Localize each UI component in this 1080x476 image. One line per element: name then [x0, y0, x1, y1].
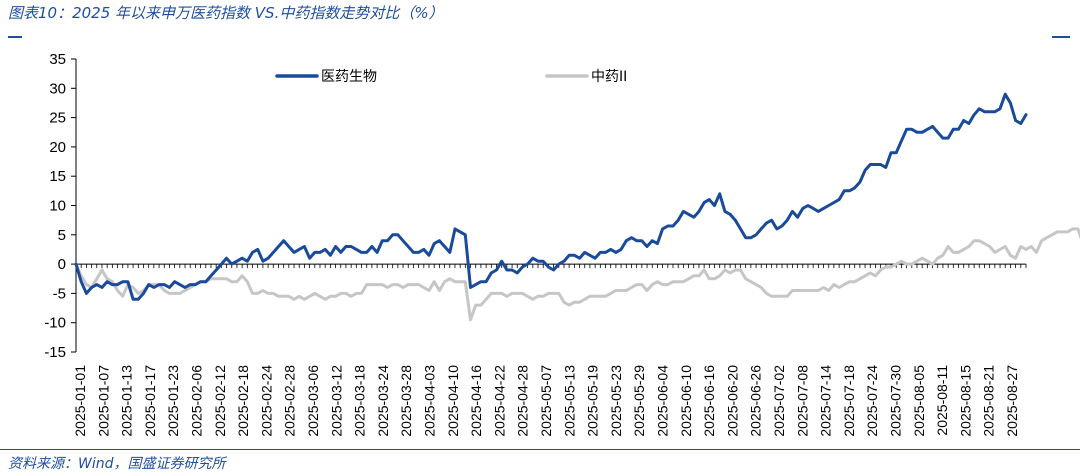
x-tick-label: 2025-06-10 — [678, 365, 694, 437]
x-tick-label: 2025-08-05 — [911, 365, 927, 437]
title-rule-right — [1052, 36, 1070, 38]
x-tick-label: 2025-04-16 — [468, 365, 484, 437]
chart-title: 图表10：2025 年以来申万医药指数 VS.中药指数走势对比（%） — [8, 4, 444, 22]
x-tick-label: 2025-03-06 — [305, 365, 321, 437]
x-tick-label: 2025-07-14 — [818, 365, 834, 437]
y-tick-label: -15 — [44, 344, 66, 361]
source-note: 资料来源：Wind，国盛证券研究所 — [8, 456, 226, 472]
x-tick-label: 2025-02-12 — [212, 365, 228, 437]
x-tick-label: 2025-05-13 — [561, 365, 577, 437]
x-tick-label: 2025-07-02 — [771, 365, 787, 437]
x-tick-label: 2025-05-07 — [538, 365, 554, 437]
x-tick-label: 2025-05-19 — [585, 365, 601, 437]
x-tick-label: 2025-06-26 — [748, 365, 764, 437]
x-tick-label: 2025-02-24 — [258, 365, 274, 437]
x-tick-label: 2025-01-13 — [119, 365, 135, 437]
x-tick-label: 2025-01-23 — [165, 365, 181, 437]
y-tick-label: 0 — [58, 256, 66, 273]
x-tick-label: 2025-07-08 — [794, 365, 810, 437]
x-tick-label: 2025-08-27 — [1004, 365, 1020, 437]
x-tick-label: 2025-02-18 — [235, 365, 251, 437]
legend-label-pharma: 医药生物 — [321, 69, 377, 85]
title-rule-left — [8, 36, 22, 38]
legend-label-tcm: 中药II — [591, 69, 627, 85]
x-tick-label: 2025-08-21 — [981, 365, 997, 437]
x-tick-label: 2025-01-07 — [95, 365, 111, 437]
y-tick-label: 30 — [49, 80, 66, 97]
y-tick-label: 35 — [49, 51, 66, 68]
x-tick-label: 2025-04-28 — [515, 365, 531, 437]
x-tick-label: 2025-03-18 — [352, 365, 368, 437]
y-tick-label: -10 — [44, 315, 66, 332]
x-tick-label: 2025-02-06 — [189, 365, 205, 437]
x-tick-label: 2025-04-03 — [422, 365, 438, 437]
series-line-tcm — [74, 227, 1080, 322]
x-tick-label: 2025-03-24 — [375, 365, 391, 437]
x-tick-label: 2025-08-11 — [934, 365, 950, 436]
x-tick-label: 2025-07-24 — [864, 365, 880, 437]
footer-rule — [0, 449, 1080, 450]
x-tick-label: 2025-07-18 — [841, 365, 857, 437]
x-tick-label: 2025-01-17 — [142, 365, 158, 437]
series-line-pharma — [74, 92, 1028, 301]
y-tick-label: 15 — [49, 168, 66, 185]
y-tick-label: 20 — [49, 139, 66, 156]
x-tick-label: 2025-01-01 — [72, 365, 88, 437]
y-tick-label: 5 — [58, 227, 66, 244]
x-tick-label: 2025-06-20 — [724, 365, 740, 437]
x-tick-label: 2025-06-04 — [655, 365, 671, 437]
x-tick-label: 2025-05-29 — [631, 365, 647, 437]
y-tick-label: 25 — [49, 110, 66, 127]
x-tick-label: 2025-03-28 — [398, 365, 414, 437]
x-tick-label: 2025-02-28 — [282, 365, 298, 437]
x-tick-label: 2025-08-15 — [957, 365, 973, 437]
y-tick-label: -5 — [53, 285, 66, 302]
x-tick-label: 2025-07-30 — [888, 365, 904, 437]
y-tick-label: 10 — [49, 198, 66, 215]
x-tick-label: 2025-06-16 — [701, 365, 717, 437]
x-tick-label: 2025-03-12 — [328, 365, 344, 437]
x-tick-label: 2025-05-23 — [608, 365, 624, 437]
x-tick-label: 2025-04-22 — [491, 365, 507, 437]
x-tick-label: 2025-04-10 — [445, 365, 461, 437]
